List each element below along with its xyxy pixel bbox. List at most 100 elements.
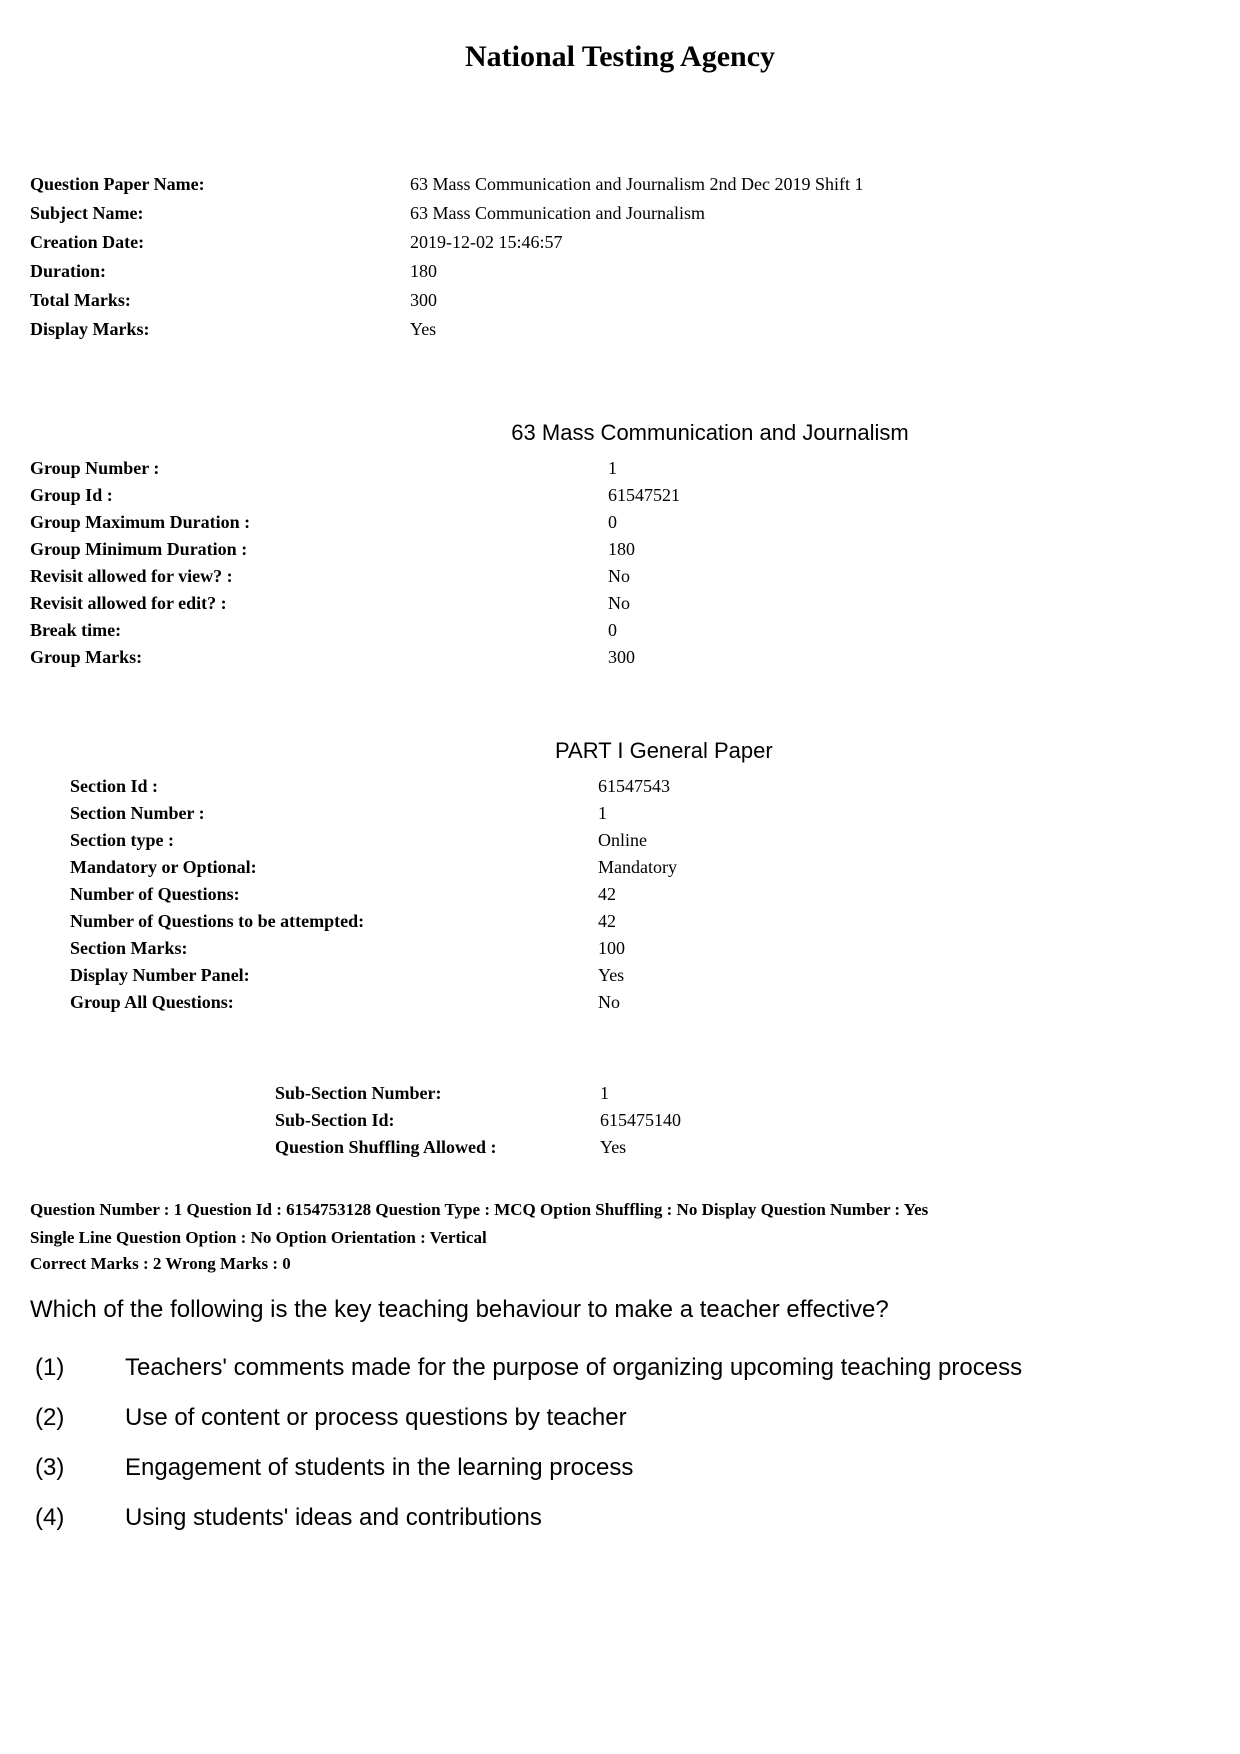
subsection-row: Question Shuffling Allowed : Yes bbox=[275, 1137, 1210, 1158]
shuffling-value: Yes bbox=[600, 1137, 626, 1158]
section-row: Number of Questions: 42 bbox=[70, 884, 1210, 905]
section-section: Section Id : 61547543 Section Number : 1… bbox=[30, 776, 1210, 1013]
display-panel-label: Display Number Panel: bbox=[70, 965, 598, 986]
section-heading: PART I General Paper bbox=[555, 738, 1210, 764]
display-marks-label: Display Marks: bbox=[30, 319, 410, 340]
sub-id-label: Sub-Section Id: bbox=[275, 1110, 600, 1131]
group-id-label: Group Id : bbox=[30, 485, 608, 506]
section-row: Section Number : 1 bbox=[70, 803, 1210, 824]
marks-line: Correct Marks : 2 Wrong Marks : 0 bbox=[30, 1254, 1210, 1274]
group-marks-value: 300 bbox=[608, 647, 635, 668]
options-list: (1) Teachers' comments made for the purp… bbox=[30, 1354, 1210, 1532]
mandatory-label: Mandatory or Optional: bbox=[70, 857, 598, 878]
creation-date-value: 2019-12-02 15:46:57 bbox=[410, 232, 563, 253]
group-number-value: 1 bbox=[608, 458, 617, 479]
option-number: (3) bbox=[35, 1454, 125, 1482]
option-row: (2) Use of content or process questions … bbox=[35, 1404, 1210, 1432]
group-max-duration-value: 0 bbox=[608, 512, 617, 533]
num-attempted-value: 42 bbox=[598, 911, 616, 932]
page-title: National Testing Agency bbox=[30, 40, 1210, 74]
subject-name-value: 63 Mass Communication and Journalism bbox=[410, 203, 705, 224]
revisit-edit-value: No bbox=[608, 593, 630, 614]
subsection-row: Sub-Section Id: 615475140 bbox=[275, 1110, 1210, 1131]
group-id-value: 61547521 bbox=[608, 485, 680, 506]
section-id-label: Section Id : bbox=[70, 776, 598, 797]
group-row: Revisit allowed for view? : No bbox=[30, 566, 1210, 587]
question-paper-name-label: Question Paper Name: bbox=[30, 174, 410, 195]
group-row: Revisit allowed for edit? : No bbox=[30, 593, 1210, 614]
option-text: Teachers' comments made for the purpose … bbox=[125, 1354, 1022, 1382]
option-number: (2) bbox=[35, 1404, 125, 1432]
duration-value: 180 bbox=[410, 261, 437, 282]
option-row: (3) Engagement of students in the learni… bbox=[35, 1454, 1210, 1482]
section-row: Mandatory or Optional: Mandatory bbox=[70, 857, 1210, 878]
header-row: Subject Name: 63 Mass Communication and … bbox=[30, 203, 1210, 224]
section-marks-value: 100 bbox=[598, 938, 625, 959]
section-row: Display Number Panel: Yes bbox=[70, 965, 1210, 986]
num-questions-label: Number of Questions: bbox=[70, 884, 598, 905]
section-row: Group All Questions: No bbox=[70, 992, 1210, 1013]
question-meta-line2: Single Line Question Option : No Option … bbox=[30, 1226, 1210, 1250]
question-text: Which of the following is the key teachi… bbox=[30, 1296, 1210, 1324]
option-row: (4) Using students' ideas and contributi… bbox=[35, 1504, 1210, 1532]
group-min-duration-label: Group Minimum Duration : bbox=[30, 539, 608, 560]
num-questions-value: 42 bbox=[598, 884, 616, 905]
display-marks-value: Yes bbox=[410, 319, 436, 340]
subsection-row: Sub-Section Number: 1 bbox=[275, 1083, 1210, 1104]
header-row: Creation Date: 2019-12-02 15:46:57 bbox=[30, 232, 1210, 253]
group-row: Break time: 0 bbox=[30, 620, 1210, 641]
duration-label: Duration: bbox=[30, 261, 410, 282]
group-all-value: No bbox=[598, 992, 620, 1013]
creation-date-label: Creation Date: bbox=[30, 232, 410, 253]
group-row: Group Marks: 300 bbox=[30, 647, 1210, 668]
group-all-label: Group All Questions: bbox=[70, 992, 598, 1013]
group-row: Group Id : 61547521 bbox=[30, 485, 1210, 506]
section-row: Section type : Online bbox=[70, 830, 1210, 851]
group-number-label: Group Number : bbox=[30, 458, 608, 479]
sub-number-value: 1 bbox=[600, 1083, 609, 1104]
sub-id-value: 615475140 bbox=[600, 1110, 681, 1131]
section-number-value: 1 bbox=[598, 803, 607, 824]
section-number-label: Section Number : bbox=[70, 803, 598, 824]
group-section: Group Number : 1 Group Id : 61547521 Gro… bbox=[30, 458, 1210, 668]
total-marks-value: 300 bbox=[410, 290, 437, 311]
header-row: Duration: 180 bbox=[30, 261, 1210, 282]
option-text: Engagement of students in the learning p… bbox=[125, 1454, 633, 1482]
break-time-value: 0 bbox=[608, 620, 617, 641]
group-row: Group Minimum Duration : 180 bbox=[30, 539, 1210, 560]
option-number: (1) bbox=[35, 1354, 125, 1382]
subject-name-label: Subject Name: bbox=[30, 203, 410, 224]
option-text: Use of content or process questions by t… bbox=[125, 1404, 627, 1432]
section-row: Section Id : 61547543 bbox=[70, 776, 1210, 797]
section-marks-label: Section Marks: bbox=[70, 938, 598, 959]
section-row: Section Marks: 100 bbox=[70, 938, 1210, 959]
group-min-duration-value: 180 bbox=[608, 539, 635, 560]
option-number: (4) bbox=[35, 1504, 125, 1532]
group-row: Group Maximum Duration : 0 bbox=[30, 512, 1210, 533]
section-row: Number of Questions to be attempted: 42 bbox=[70, 911, 1210, 932]
group-marks-label: Group Marks: bbox=[30, 647, 608, 668]
mandatory-value: Mandatory bbox=[598, 857, 677, 878]
group-max-duration-label: Group Maximum Duration : bbox=[30, 512, 608, 533]
question-meta-line1: Question Number : 1 Question Id : 615475… bbox=[30, 1198, 1210, 1222]
revisit-edit-label: Revisit allowed for edit? : bbox=[30, 593, 608, 614]
break-time-label: Break time: bbox=[30, 620, 608, 641]
total-marks-label: Total Marks: bbox=[30, 290, 410, 311]
sub-number-label: Sub-Section Number: bbox=[275, 1083, 600, 1104]
group-heading: 63 Mass Communication and Journalism bbox=[30, 420, 1210, 446]
group-row: Group Number : 1 bbox=[30, 458, 1210, 479]
question-paper-name-value: 63 Mass Communication and Journalism 2nd… bbox=[410, 174, 863, 195]
display-panel-value: Yes bbox=[598, 965, 624, 986]
revisit-view-label: Revisit allowed for view? : bbox=[30, 566, 608, 587]
section-id-value: 61547543 bbox=[598, 776, 670, 797]
subsection-section: Sub-Section Number: 1 Sub-Section Id: 61… bbox=[30, 1083, 1210, 1158]
header-row: Display Marks: Yes bbox=[30, 319, 1210, 340]
section-type-label: Section type : bbox=[70, 830, 598, 851]
shuffling-label: Question Shuffling Allowed : bbox=[275, 1137, 600, 1158]
revisit-view-value: No bbox=[608, 566, 630, 587]
option-text: Using students' ideas and contributions bbox=[125, 1504, 542, 1532]
header-section: Question Paper Name: 63 Mass Communicati… bbox=[30, 174, 1210, 340]
header-row: Total Marks: 300 bbox=[30, 290, 1210, 311]
num-attempted-label: Number of Questions to be attempted: bbox=[70, 911, 598, 932]
option-row: (1) Teachers' comments made for the purp… bbox=[35, 1354, 1210, 1382]
